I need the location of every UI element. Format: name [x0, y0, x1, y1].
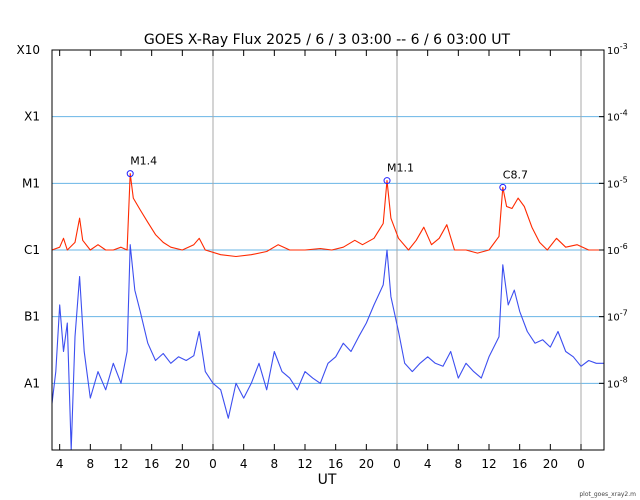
x-tick-label-11: 0	[393, 457, 401, 471]
x-axis-ticks: 4 8 12 16 20 0 4 8 12 16 20 0 4 8 12 16 20 0	[56, 50, 585, 471]
x-tick-label-0: 4	[56, 457, 64, 471]
flare-class-A1: A1	[24, 376, 40, 390]
x-tick-label-10: 20	[359, 457, 374, 471]
x-tick-label-9: 16	[328, 457, 343, 471]
x-axis-title: UT	[318, 472, 337, 488]
x-tick-label-14: 12	[481, 457, 496, 471]
flare-label-0: M1.4	[130, 155, 157, 168]
x-tick-label-15: 16	[512, 457, 527, 471]
x-tick-label-17: 0	[577, 457, 585, 471]
flux-label-2: 10-5	[607, 175, 628, 190]
x-tick-label-8: 12	[297, 457, 312, 471]
flux-label-4: 10-7	[607, 309, 628, 324]
flare-marker-0	[126, 170, 134, 178]
flare-class-X10: X10	[17, 43, 41, 57]
x-tick-label-3: 16	[144, 457, 159, 471]
flare-annotations: M1.4 M1.1 C8.7	[126, 155, 528, 191]
x-tick-label-5: 0	[209, 457, 217, 471]
flare-class-X1: X1	[24, 110, 40, 124]
x-tick-label-7: 8	[271, 457, 279, 471]
flux-series	[51, 173, 604, 451]
x-tick-label-13: 8	[455, 457, 463, 471]
x-tick-label-4: 20	[175, 457, 190, 471]
x-tick-label-16: 20	[543, 457, 558, 471]
flare-class-C1: C1	[24, 243, 40, 257]
flux-label-5: 10-8	[607, 375, 628, 390]
flare-marker-2	[499, 183, 507, 191]
flux-label-3: 10-6	[607, 242, 628, 257]
x-tick-label-1: 8	[87, 457, 95, 471]
flare-class-M1: M1	[22, 176, 40, 190]
flare-marker-1	[383, 177, 391, 185]
script-footer: plot_goes_xray2.m	[579, 491, 636, 498]
flux-label-0: 10-3	[607, 42, 628, 57]
series-line-0	[51, 173, 604, 258]
flux-label-1: 10-4	[607, 109, 628, 124]
series-line-1	[51, 244, 604, 451]
x-tick-label-2: 12	[113, 457, 128, 471]
x-tick-label-12: 4	[424, 457, 432, 471]
x-tick-label-6: 4	[240, 457, 248, 471]
flux-scale-labels: 10-3 10-4 10-5 10-6 10-7 10-8	[599, 42, 628, 390]
flare-label-1: M1.1	[387, 162, 414, 175]
flare-label-2: C8.7	[503, 168, 528, 181]
flare-class-labels: X10 X1 M1 C1 B1 A1	[17, 43, 41, 390]
chart-title: GOES X-Ray Flux 2025 / 6 / 3 03:00 -- 6 …	[144, 32, 511, 48]
flare-class-B1: B1	[24, 310, 40, 324]
